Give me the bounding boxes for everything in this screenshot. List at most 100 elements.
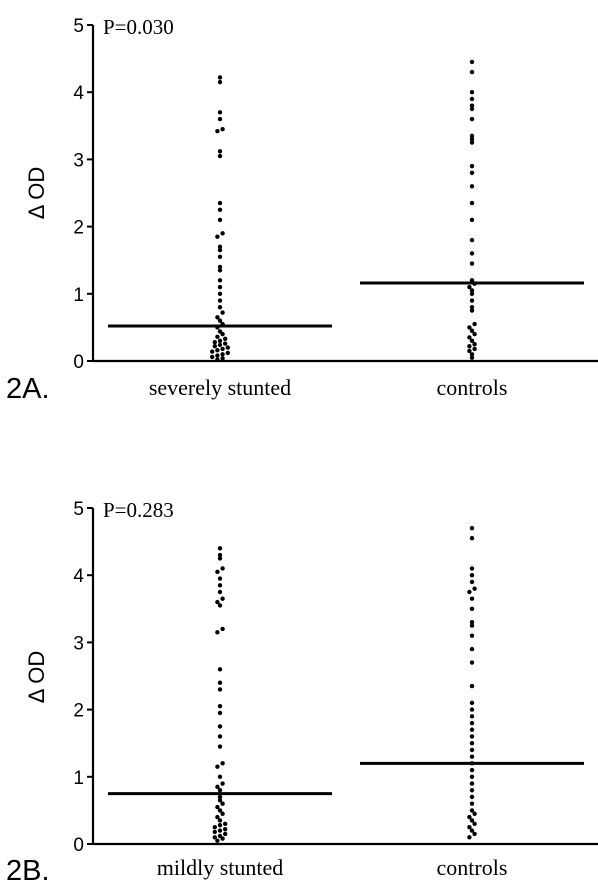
data-point <box>217 75 223 80</box>
data-point <box>217 546 223 551</box>
data-point <box>220 761 225 766</box>
data-point <box>217 794 223 800</box>
y-tick-label: 0 <box>73 835 84 856</box>
data-point <box>469 237 475 243</box>
y-tick-label: 4 <box>73 566 84 587</box>
panel-2a: 2A. P=0.030 Δ OD severely stunted contro… <box>6 15 598 405</box>
data-point <box>469 623 475 628</box>
data-point <box>467 589 472 595</box>
data-point <box>469 633 475 638</box>
data-point <box>215 334 220 340</box>
data-point <box>217 153 223 159</box>
data-point <box>472 811 477 816</box>
data-point <box>217 667 223 672</box>
data-point <box>217 207 223 212</box>
data-point <box>220 331 225 337</box>
data-point <box>217 798 223 803</box>
data-point <box>469 660 475 665</box>
data-point <box>469 355 475 360</box>
data-point <box>469 103 475 108</box>
data-point <box>469 808 475 813</box>
data-point <box>212 825 217 830</box>
data-point <box>217 338 223 344</box>
data-point <box>469 596 475 601</box>
data-point <box>469 291 475 296</box>
data-point <box>220 356 225 361</box>
data-point <box>469 714 475 719</box>
data-point <box>467 835 472 840</box>
data-point <box>469 217 475 223</box>
data-point <box>469 606 475 611</box>
data-point <box>469 106 475 112</box>
data-point <box>469 96 475 102</box>
data-point <box>220 781 225 786</box>
panel-label: 2B. <box>6 855 50 884</box>
data-point <box>217 217 223 223</box>
data-point <box>472 346 477 352</box>
data-point <box>469 200 475 206</box>
data-point <box>469 683 475 689</box>
y-tick-label: 5 <box>73 16 84 37</box>
category-label-severely-stunted: severely stunted <box>149 375 291 400</box>
data-point <box>217 278 223 283</box>
data-point <box>469 573 475 578</box>
y-tick-label: 4 <box>73 83 84 104</box>
data-point <box>472 831 477 837</box>
data-point <box>469 328 475 333</box>
data-point <box>469 90 475 95</box>
data-points <box>210 59 477 362</box>
data-point <box>215 599 220 605</box>
data-point <box>217 680 223 685</box>
data-point <box>220 566 225 571</box>
data-point <box>469 788 475 793</box>
data-point <box>217 284 223 290</box>
data-point <box>469 818 475 823</box>
axes <box>91 508 598 846</box>
data-point <box>469 278 475 283</box>
data-points <box>212 525 477 843</box>
data-point <box>215 784 220 790</box>
data-point <box>217 744 223 749</box>
data-point <box>469 298 475 303</box>
data-point <box>467 825 472 830</box>
category-label-controls: controls <box>437 375 508 400</box>
data-point <box>217 818 223 823</box>
data-point <box>215 569 220 575</box>
data-point <box>212 835 217 840</box>
median-lines <box>108 761 584 796</box>
y-tick-label: 2 <box>73 218 84 239</box>
data-point <box>469 741 475 746</box>
data-point <box>217 687 223 692</box>
median-lines <box>108 281 584 328</box>
panel-2b: 2B. P=0.283 Δ OD mildly stunted controls… <box>6 498 598 884</box>
data-point <box>469 700 475 706</box>
data-point <box>469 140 475 145</box>
data-point <box>220 626 225 632</box>
data-point <box>220 836 225 841</box>
y-tick-label: 1 <box>73 285 84 306</box>
data-point <box>469 774 475 779</box>
data-point <box>469 308 475 313</box>
data-point <box>467 284 472 290</box>
data-point <box>220 310 225 315</box>
data-point <box>223 821 228 827</box>
data-point <box>215 804 220 810</box>
data-point <box>215 234 220 239</box>
data-point <box>215 315 220 320</box>
data-point <box>467 814 472 820</box>
data-point <box>215 838 220 843</box>
data-point <box>225 345 230 350</box>
data-point <box>217 254 223 260</box>
data-point <box>217 200 223 206</box>
data-point <box>217 318 223 323</box>
data-point <box>217 808 223 813</box>
data-point <box>215 630 220 635</box>
data-point <box>472 321 477 327</box>
data-point <box>469 170 475 176</box>
data-point <box>217 264 223 270</box>
data-point <box>220 126 225 132</box>
data-point <box>467 335 472 340</box>
data-point <box>472 586 477 591</box>
data-point <box>469 163 475 169</box>
